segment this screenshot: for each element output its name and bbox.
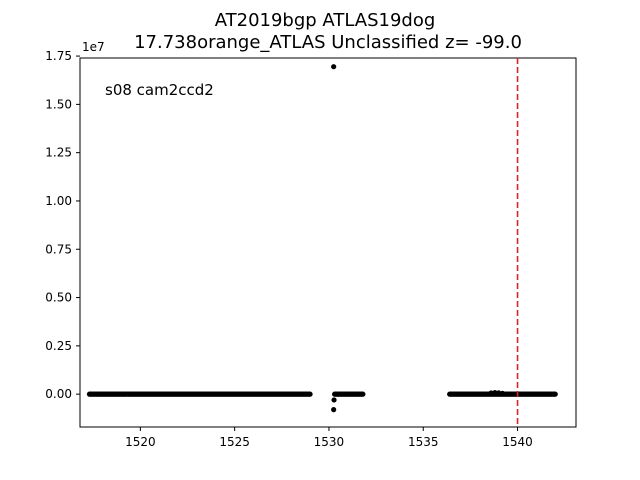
- x-tick-label: 1525: [219, 435, 250, 449]
- chart-title: AT2019bgp ATLAS19dog: [215, 10, 436, 31]
- data-point: [488, 390, 494, 396]
- plot-area: [79, 57, 577, 428]
- annotation-label: s08 cam2ccd2: [105, 81, 214, 99]
- x-tick-label: 1535: [408, 435, 439, 449]
- data-point: [499, 390, 506, 396]
- y-axis: 0.00 0.25 0.50 0.75 1.00 1.25 1.50 1.75: [45, 49, 80, 401]
- x-axis: 1520 1525 1530 1535 1540: [125, 427, 533, 449]
- data-point: [331, 397, 337, 403]
- y-tick-label: 1.25: [45, 146, 72, 160]
- data-point: [307, 391, 313, 397]
- y-tick-label: 1.75: [45, 49, 72, 63]
- y-tick-label: 1.00: [45, 194, 72, 208]
- data-point: [331, 407, 337, 413]
- y-offset-label: 1e7: [82, 40, 105, 54]
- y-tick-label: 0.00: [45, 387, 72, 401]
- data-point: [492, 390, 498, 396]
- data-point: [552, 391, 558, 397]
- data-point: [360, 391, 366, 397]
- x-tick-label: 1530: [314, 435, 345, 449]
- y-tick-label: 0.50: [45, 291, 72, 305]
- chart-subtitle: 17.738orange_ATLAS Unclassified z= -99.0: [134, 32, 522, 53]
- data-point: [331, 64, 337, 70]
- x-tick-label: 1520: [125, 435, 156, 449]
- y-tick-label: 1.50: [45, 97, 72, 111]
- y-tick-label: 0.25: [45, 339, 72, 353]
- data-points: [86, 64, 558, 413]
- x-tick-label: 1540: [502, 435, 533, 449]
- y-tick-label: 0.75: [45, 242, 72, 256]
